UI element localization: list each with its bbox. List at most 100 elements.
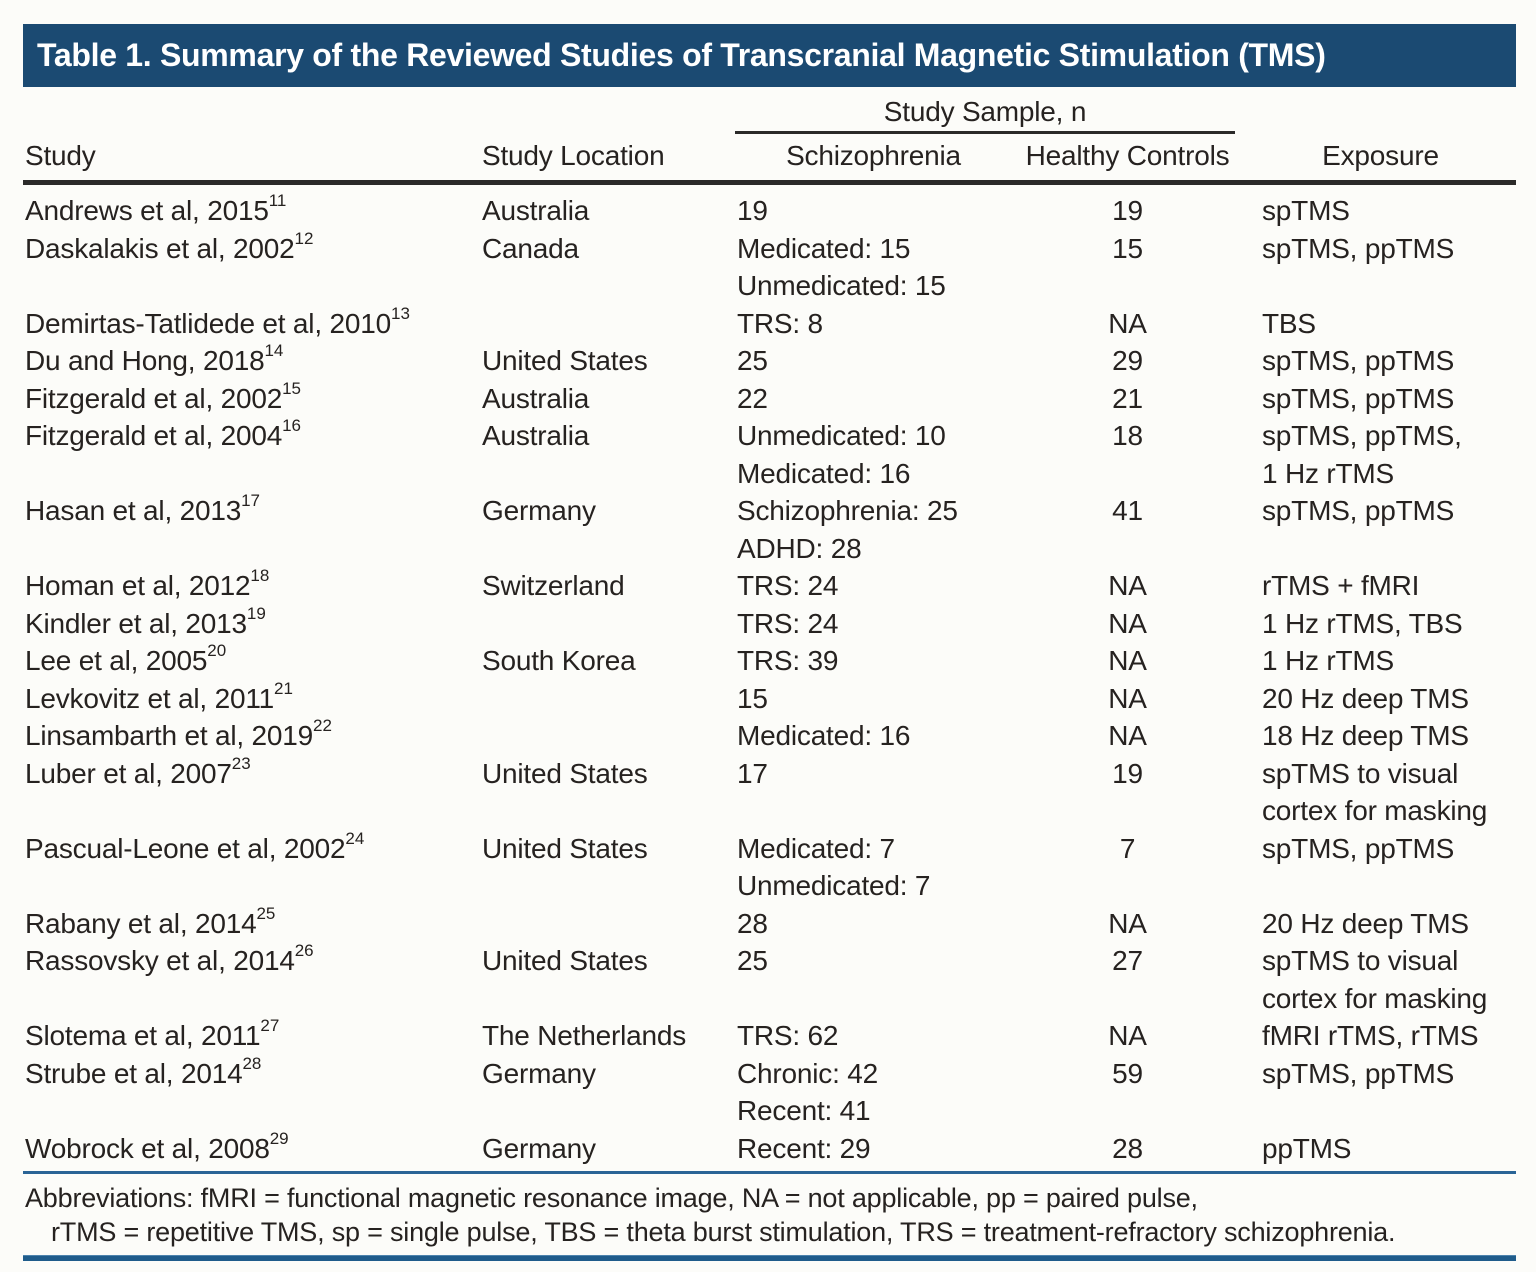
schizophrenia-sample-cell: TRS: 62 [737,1020,839,1051]
exposure-cell: 20 Hz deep TMS [1262,907,1469,939]
study-location-cell [480,680,737,718]
schizophrenia-sample-cell: Chronic: 42 Recent: 41 [737,1057,878,1127]
study-location-cell: Switzerland [482,570,625,601]
study-cell: Demirtas-Tatlidede et al, 201013 [23,305,480,343]
schizophrenia-sample-cell: 17 [737,757,768,789]
table-row: Slotema et al, 201127 The Netherlands TR… [23,1017,1516,1055]
exposure-cell: spTMS, ppTMS [1262,495,1455,526]
reference-superscript: 28 [242,1053,262,1073]
exposure-cell: spTMS, ppTMS [1262,232,1455,264]
study-cell: Lee et al, 200520 [23,642,480,680]
study-cell: Wobrock et al, 200829 [23,1130,480,1168]
reference-superscript: 12 [294,228,314,248]
healthy-controls-sample-cell: 21 [1112,382,1143,414]
col-header-study-location: Study Location [482,140,665,171]
header-bottom-rule [23,180,1516,185]
table-body: Andrews et al, 201511 Australia 19 19 sp… [23,185,1516,1167]
study-cell: Homan et al, 201218 [23,567,480,605]
table-row: Fitzgerald et al, 200416 Australia Unmed… [23,417,1516,492]
footnote-top-rule [23,1171,1516,1174]
table-row: Levkovitz et al, 201121 15 NA 20 Hz deep… [23,680,1516,718]
table-row: Daskalakis et al, 200212 Canada Medicate… [23,230,1516,305]
schizophrenia-sample-cell: TRS: 39 [737,645,839,676]
healthy-controls-sample-cell: NA [1108,1020,1147,1051]
exposure-cell: fMRI rTMS, rTMS [1262,1020,1479,1051]
healthy-controls-sample-cell: NA [1108,907,1147,939]
study-location-cell: Australia [482,195,590,226]
study-location-cell: South Korea [482,645,636,676]
exposure-cell: 1 Hz rTMS, TBS [1262,607,1463,639]
healthy-controls-sample-cell: NA [1108,645,1147,676]
reference-superscript: 17 [241,491,261,510]
table-bottom-rule [23,1255,1516,1261]
schizophrenia-sample-cell: 15 [737,682,768,714]
reference-superscript: 13 [390,303,410,323]
schizophrenia-sample-cell: 28 [737,907,768,939]
study-name: Levkovitz et al, 2011 [25,682,274,714]
study-cell: Kindler et al, 201319 [23,605,480,643]
table-row: Lee et al, 200520 South Korea TRS: 39 NA… [23,642,1516,680]
table-1-sheet: Table 1. Summary of the Reviewed Studies… [23,24,1516,1261]
col-header-study: Study [25,140,96,171]
study-name: Homan et al, 2012 [25,570,251,601]
schizophrenia-sample-cell: Recent: 29 [737,1132,871,1164]
reference-superscript: 26 [294,941,314,960]
table-header: Study Sample, n Study Study Location Sch… [23,87,1516,185]
healthy-controls-sample-cell: NA [1108,307,1147,339]
study-name: Strube et al, 2014 [25,1057,243,1089]
healthy-controls-sample-cell: NA [1108,682,1147,714]
column-header-row: Study Study Location Schizophrenia Healt… [23,135,1516,180]
reference-superscript: 20 [207,641,227,660]
table-row: Homan et al, 201218 Switzerland TRS: 24 … [23,567,1516,605]
col-header-schizophrenia: Schizophrenia [786,140,961,171]
study-name: Pascual-Leone et al, 2002 [25,832,346,864]
study-cell: Levkovitz et al, 201121 [23,680,480,718]
table-row: Demirtas-Tatlidede et al, 201013 TRS: 8 … [23,305,1516,343]
study-name: Slotema et al, 2011 [25,1020,261,1051]
schizophrenia-sample-cell: 19 [737,195,768,226]
schizophrenia-sample-cell: 22 [737,382,768,414]
study-location-cell: Australia [482,382,590,414]
study-cell: Andrews et al, 201511 [23,192,480,230]
study-cell: Rabany et al, 201425 [23,905,480,943]
healthy-controls-sample-cell: NA [1108,720,1147,751]
study-location-cell: United States [482,832,648,864]
study-name: Rassovsky et al, 2014 [25,945,295,976]
study-location-cell [480,605,737,643]
schizophrenia-sample-cell: TRS: 8 [737,307,823,339]
healthy-controls-sample-cell: 27 [1112,945,1143,976]
table-row: Du and Hong, 201814 United States 25 29 … [23,342,1516,380]
exposure-cell: spTMS to visual cortex for masking [1262,757,1488,827]
footnote-line-2: rTMS = repetitive TMS, sp = single pulse… [51,1217,1396,1247]
exposure-cell: rTMS + fMRI [1262,570,1420,601]
exposure-cell: spTMS, ppTMS [1262,832,1455,864]
healthy-controls-sample-cell: 19 [1112,757,1143,789]
schizophrenia-sample-cell: 25 [737,345,768,376]
col-header-exposure: Exposure [1322,140,1439,171]
table-row: Linsambarth et al, 201922 Medicated: 16 … [23,717,1516,755]
reference-superscript: 22 [313,716,332,735]
reference-superscript: 19 [246,603,266,623]
study-name: Wobrock et al, 2008 [25,1132,270,1164]
healthy-controls-sample-cell: NA [1108,607,1147,639]
reference-superscript: 15 [282,378,302,398]
study-cell: Daskalakis et al, 200212 [23,230,480,305]
table-row: Kindler et al, 201319 TRS: 24 NA 1 Hz rT… [23,605,1516,643]
study-location-cell: Germany [482,1132,596,1164]
footnote: Abbreviations: fMRI = functional magneti… [23,1174,1516,1255]
study-name: Luber et al, 2007 [25,757,232,789]
table-row: Strube et al, 201428 Germany Chronic: 42… [23,1055,1516,1130]
table-title: Table 1. Summary of the Reviewed Studies… [37,37,1326,73]
exposure-cell: 18 Hz deep TMS [1262,720,1469,751]
study-cell: Slotema et al, 201127 [23,1017,480,1055]
exposure-cell: spTMS, ppTMS [1262,1057,1455,1089]
study-location-cell: United States [482,757,648,789]
healthy-controls-sample-cell: 29 [1112,345,1143,376]
study-name: Fitzgerald et al, 2002 [25,382,283,414]
healthy-controls-sample-cell: 7 [1119,832,1136,864]
study-name: Kindler et al, 2013 [25,607,247,639]
study-name: Linsambarth et al, 2019 [25,720,314,751]
healthy-controls-sample-cell: 41 [1112,495,1143,526]
study-name: Daskalakis et al, 2002 [25,232,295,264]
healthy-controls-sample-cell: 59 [1112,1057,1143,1089]
